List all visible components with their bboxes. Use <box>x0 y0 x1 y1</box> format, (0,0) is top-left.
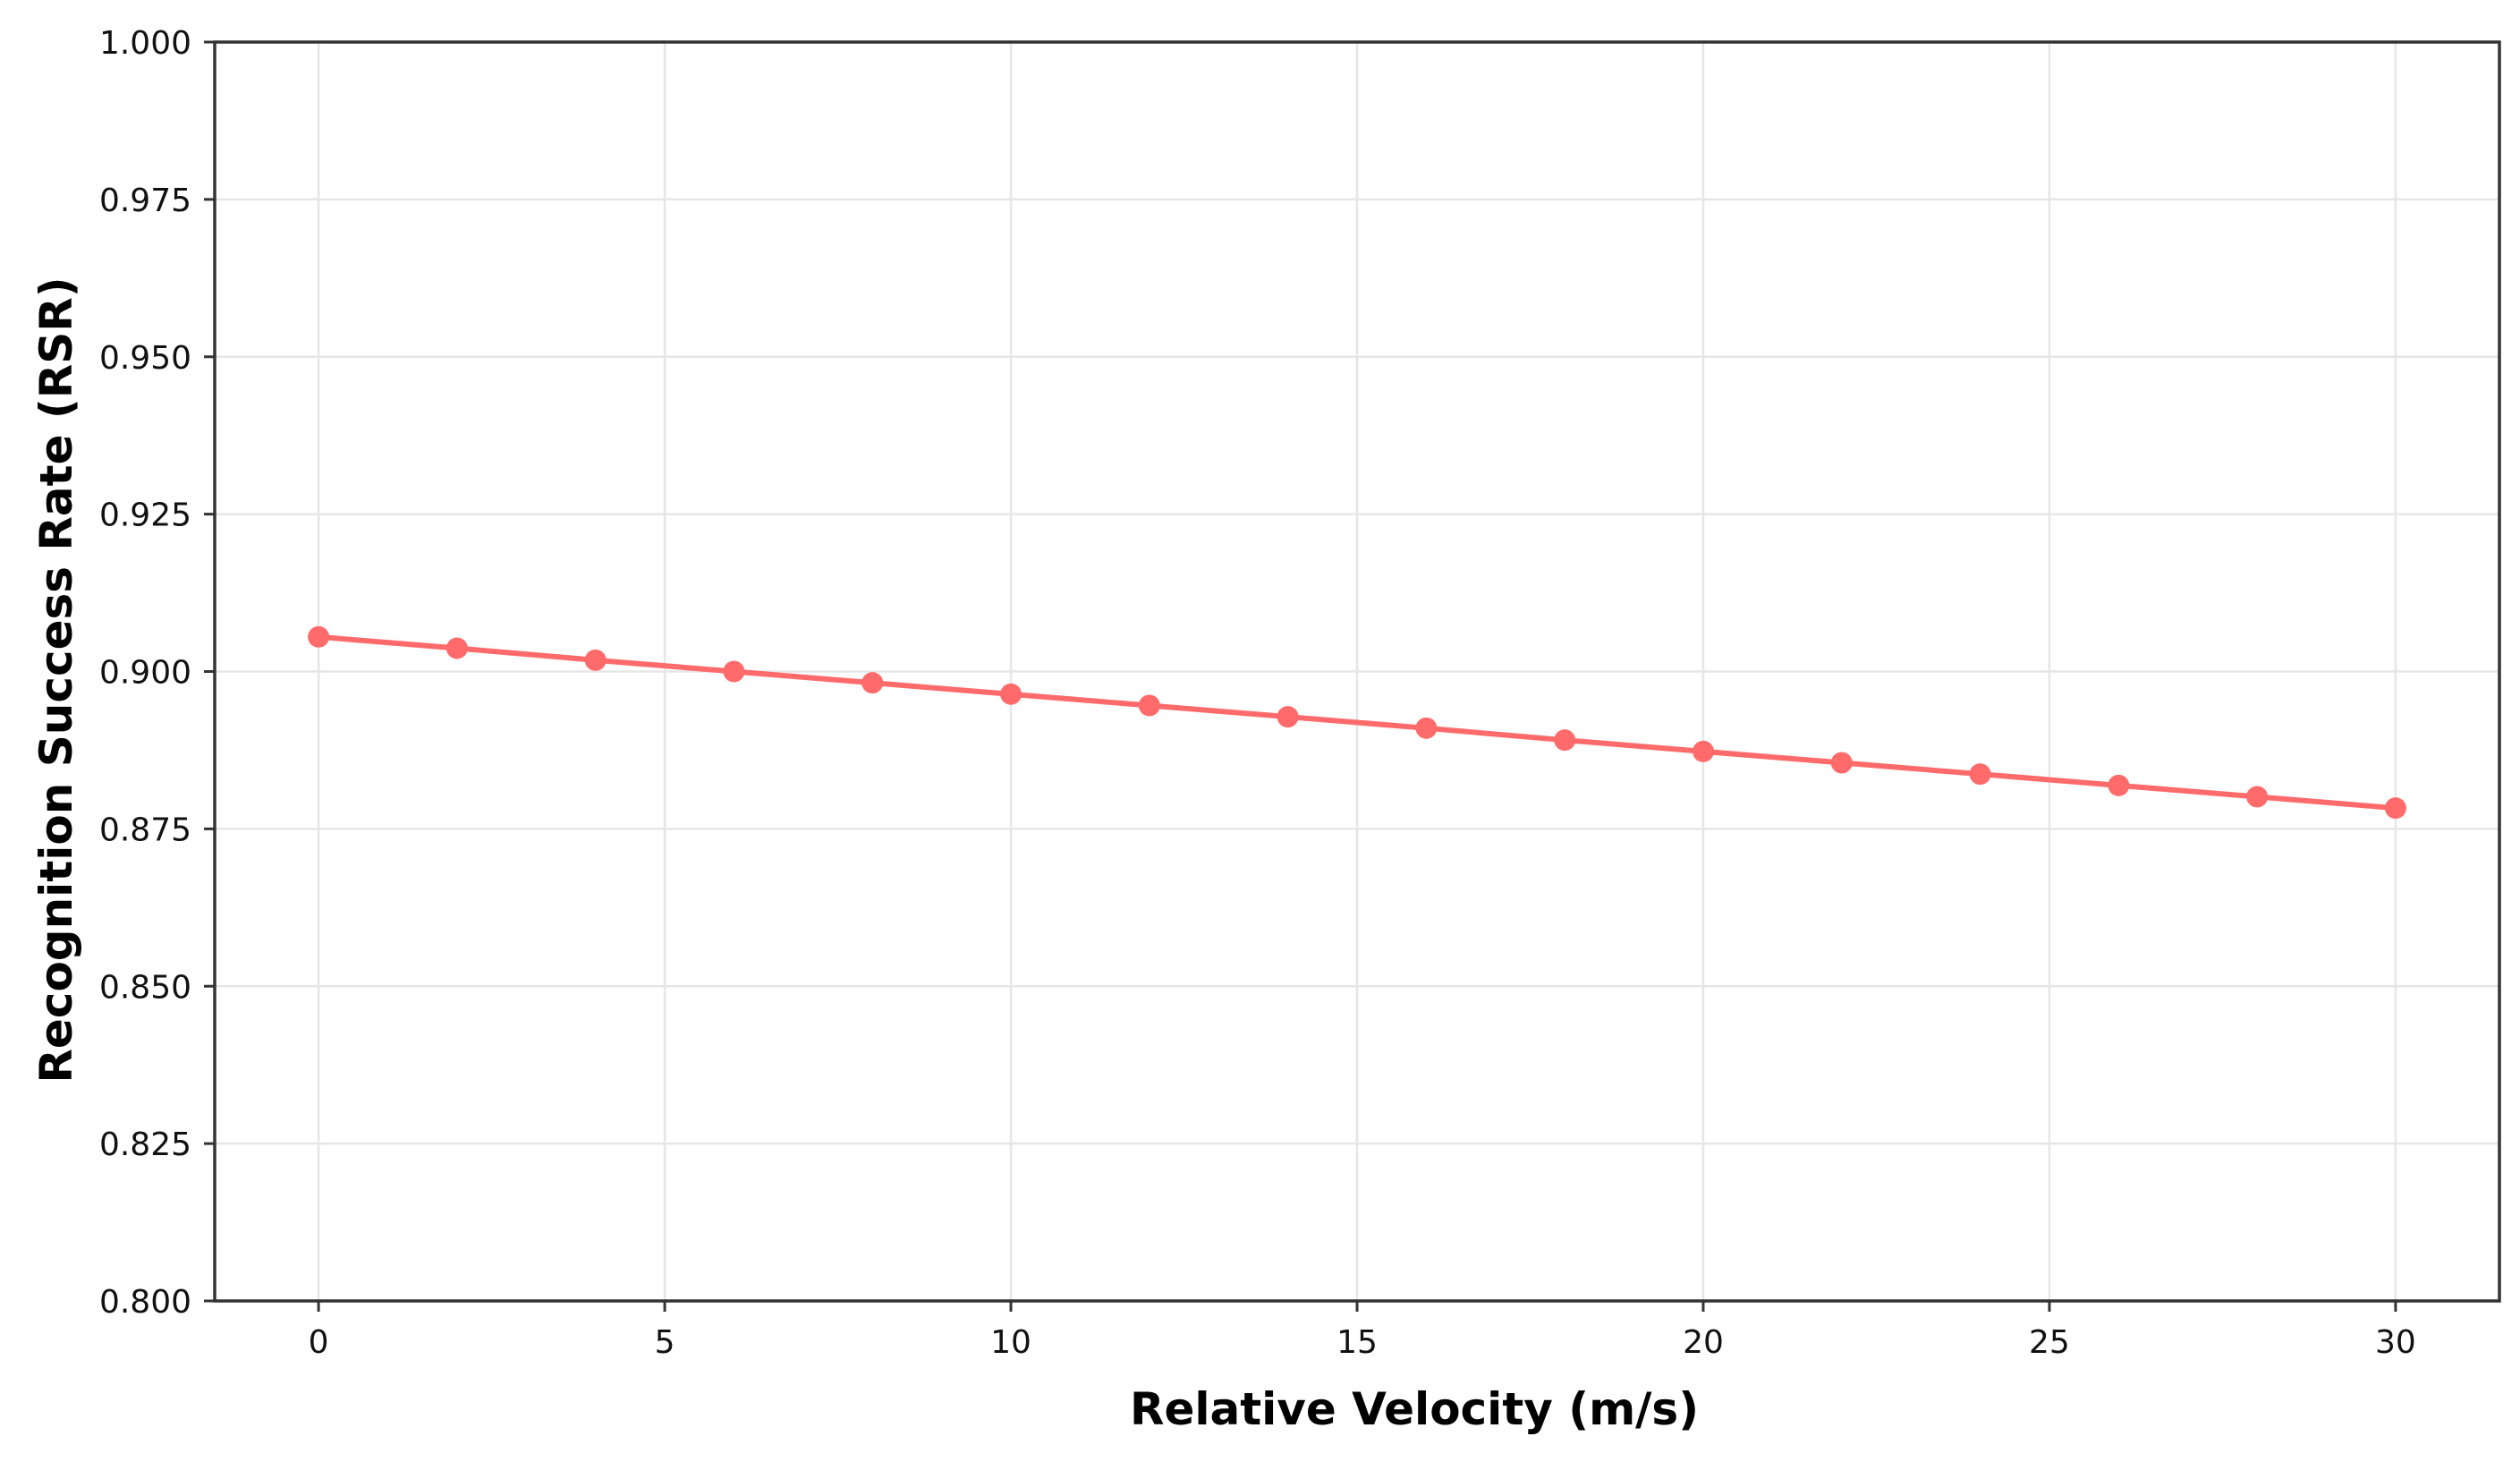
data-point <box>1138 694 1160 717</box>
y-tick-label: 0.875 <box>99 812 191 848</box>
y-tick-label: 1.000 <box>99 25 191 62</box>
y-axis-label: Recognition Success Rate (RSR) <box>30 276 82 1083</box>
data-point <box>861 672 884 694</box>
y-tick-label: 0.975 <box>99 183 191 219</box>
data-point <box>1277 706 1299 728</box>
axes: 0 5 10 15 20 25 30 0.800 0.825 0.850 0.875 0.900 0.9… <box>99 25 2501 1361</box>
data-point <box>2384 797 2406 820</box>
y-tick-label: 0.950 <box>99 340 191 377</box>
grid <box>215 40 2499 1303</box>
data-point <box>1692 740 1714 762</box>
data-point <box>584 649 607 671</box>
series-line <box>316 633 2398 812</box>
data-point <box>445 637 468 659</box>
data-point <box>1554 729 1576 752</box>
x-tick-label: 15 <box>1336 1324 1378 1361</box>
axis-labels: Relative Velocity (m/s) Recognition Succ… <box>30 276 1699 1435</box>
data-point <box>1830 752 1853 774</box>
data-point <box>1415 717 1438 739</box>
data-point <box>2246 786 2269 808</box>
x-tick-label: 25 <box>2029 1324 2070 1361</box>
data-point <box>1969 763 1991 786</box>
y-tick-label: 0.825 <box>99 1126 191 1163</box>
y-tick-label: 0.800 <box>99 1284 191 1321</box>
x-tick-label: 5 <box>655 1324 675 1361</box>
data-point <box>1000 683 1022 705</box>
x-tick-label: 0 <box>309 1324 329 1361</box>
y-tick-label: 0.900 <box>99 655 191 692</box>
data-point <box>723 660 745 683</box>
series-layer <box>308 625 2406 820</box>
x-axis-label: Relative Velocity (m/s) <box>1130 1383 1699 1435</box>
y-tick-label: 0.925 <box>99 497 191 534</box>
x-tick-label: 10 <box>990 1324 1031 1361</box>
x-tick-label: 20 <box>1683 1324 1724 1361</box>
x-tick-label: 30 <box>2375 1324 2416 1361</box>
data-point <box>308 625 330 648</box>
data-point <box>2108 774 2130 796</box>
y-tick-label: 0.850 <box>99 969 191 1006</box>
